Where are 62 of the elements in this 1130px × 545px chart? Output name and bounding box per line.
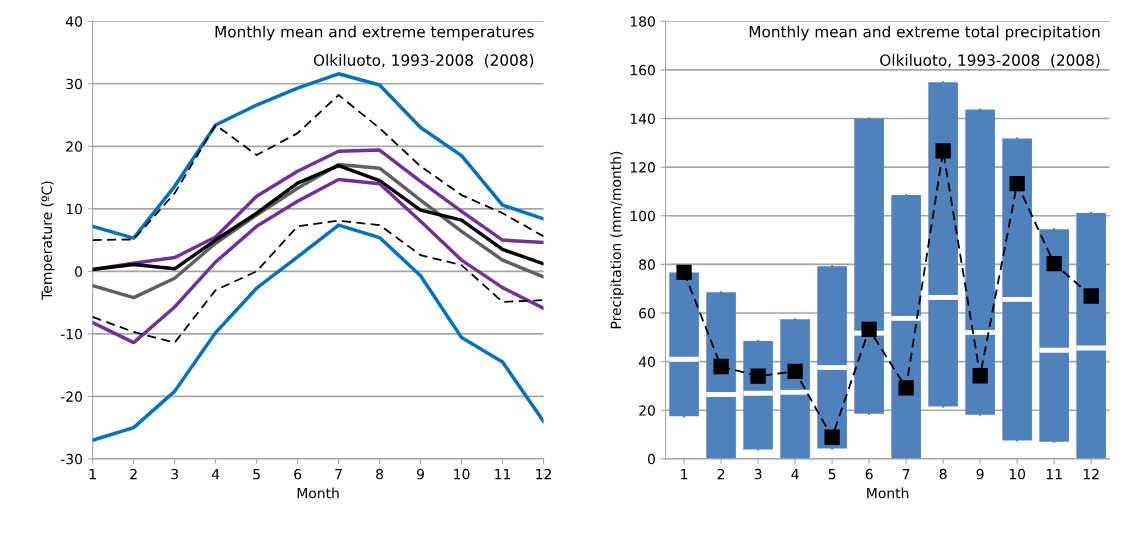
x-tick-label: 11 <box>1046 469 1062 480</box>
x-tick-label: 3 <box>754 468 762 480</box>
x-tick-label: 2 <box>130 468 137 480</box>
point <box>1083 288 1099 304</box>
y-tick-label: -30 <box>60 453 83 465</box>
x-tick-label: 9 <box>417 468 425 480</box>
point <box>1046 256 1062 272</box>
point <box>787 363 803 380</box>
x-tick-label: 10 <box>1009 468 1026 480</box>
point <box>676 264 692 281</box>
point <box>972 368 988 384</box>
chart-title: Monthly mean and extreme total precipitation <box>749 25 1100 41</box>
x-tick-label: 8 <box>376 468 384 480</box>
y-tick-label: 120 <box>630 162 655 173</box>
x-tick-label: 2 <box>717 468 725 480</box>
x-tick-label: 1 <box>681 469 688 480</box>
x-tick-label: 12 <box>536 468 551 480</box>
x-axis-title: Month <box>867 487 909 499</box>
y-tick-label: 10 <box>66 203 83 215</box>
chart-title: Monthly mean and extreme temperatures <box>215 25 534 41</box>
y-tick-label: 20 <box>639 405 655 416</box>
point <box>861 321 877 337</box>
y-tick-label: -10 <box>60 328 83 340</box>
x-tick-label: 10 <box>454 468 470 480</box>
y-tick-label: -20 <box>60 391 83 402</box>
y-tick-label: 60 <box>639 307 655 319</box>
y-tick-label: 180 <box>630 16 655 27</box>
x-tick-label: 8 <box>939 468 947 480</box>
y-tick-label: 20 <box>66 141 83 152</box>
y-tick-label: 80 <box>639 259 655 270</box>
x-tick-label: 7 <box>335 469 342 480</box>
x-tick-label: 5 <box>253 469 260 480</box>
x-tick-label: 1 <box>89 469 96 480</box>
point <box>713 358 729 375</box>
text: Olkiluoto, 1993-2008 (2008) <box>880 54 1100 68</box>
text: Olkiluoto, 1993-2008 (2008) <box>313 54 534 68</box>
y-tick-label: 160 <box>630 64 655 76</box>
y-axis-title: Precipitation (mm/month) <box>610 151 624 329</box>
y-axis-title: Temperature (ºC) <box>41 181 55 300</box>
x-axis-title: Month <box>297 487 339 499</box>
y-tick-label: 0 <box>647 453 655 465</box>
x-tick-label: 4 <box>791 469 799 480</box>
y-tick-label: 30 <box>66 78 83 90</box>
y-tick-label: 140 <box>630 113 655 124</box>
x-tick-label: 6 <box>865 468 873 480</box>
point <box>750 368 766 384</box>
y-tick-label: 40 <box>65 16 83 27</box>
x-tick-label: 9 <box>976 468 984 480</box>
x-tick-label: 11 <box>495 469 511 480</box>
x-tick-label: 6 <box>294 468 302 480</box>
x-tick-label: 4 <box>211 469 220 480</box>
point <box>1009 176 1025 192</box>
y-tick-label: 100 <box>630 210 655 222</box>
x-tick-label: 7 <box>902 469 910 480</box>
point <box>935 143 951 159</box>
y-tick-label: 0 <box>75 266 83 277</box>
x-tick-label: 3 <box>171 468 178 480</box>
x-tick-label: 5 <box>828 469 836 480</box>
y-tick-label: 40 <box>638 356 655 368</box>
x-tick-label: 12 <box>1083 468 1099 480</box>
point <box>898 380 914 396</box>
point <box>824 429 840 445</box>
